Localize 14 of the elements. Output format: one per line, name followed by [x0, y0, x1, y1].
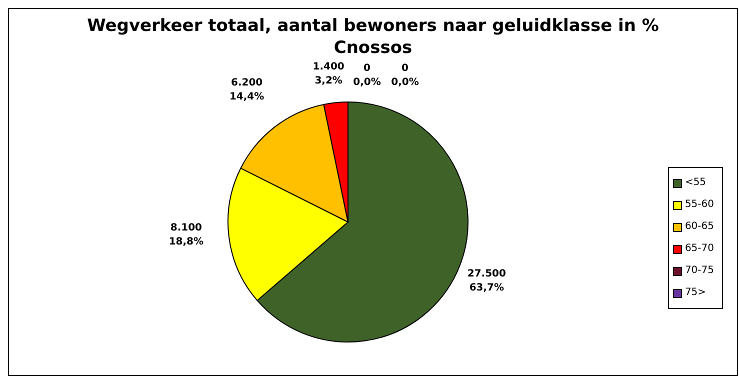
text: 0 0,0% — [353, 63, 381, 88]
data-label: 27.500 63,7% — [467, 268, 506, 294]
text: 0 0,0% — [391, 63, 419, 88]
legend-label: 75> — [684, 286, 706, 300]
chart-title: Wegverkeer totaal, aantal bewoners naar geluidklasse in % — [86, 15, 660, 37]
data-label: 1.400 3,2% — [312, 62, 344, 87]
chart-subtitle: Cnossos — [332, 37, 414, 59]
data-label: 6.200 14,4% — [229, 78, 264, 103]
legend-label: <55 — [684, 176, 706, 190]
data-label: 8.100 18,8% — [168, 222, 204, 248]
legend-label: 60-65 — [684, 220, 714, 234]
legend-label: 70-75 — [684, 264, 714, 278]
legend-label: 65-70 — [684, 242, 714, 256]
legend-label: 55-60 — [684, 198, 714, 212]
